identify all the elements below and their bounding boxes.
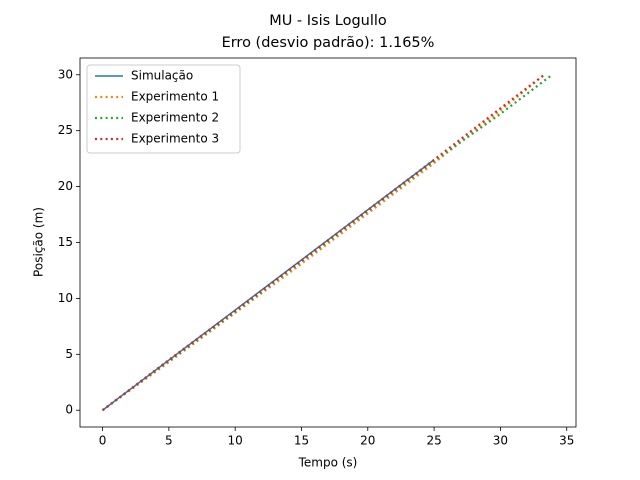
x-tick-label: 35 [559, 434, 574, 448]
legend-label: Experimento 3 [131, 132, 219, 146]
x-tick-label: 25 [426, 434, 441, 448]
legend: Simulação Experimento 1 Experimento 2 Exper… [86, 64, 241, 154]
chart-title: MU - Isis Logullo [269, 13, 387, 29]
x-tick-label: 10 [228, 434, 243, 448]
y-tick-label: 30 [58, 67, 73, 81]
y-tick-label: 10 [58, 291, 73, 305]
chart-subtitle: Erro (desvio padrão): 1.165% [222, 35, 435, 51]
x-tick-label: 0 [99, 434, 107, 448]
y-tick-label: 20 [58, 179, 73, 193]
y-tick-label: 5 [65, 347, 73, 361]
legend-label: Experimento 2 [131, 111, 219, 125]
y-tick-label: 25 [58, 123, 73, 137]
x-tick-label: 15 [294, 434, 309, 448]
y-axis-label: Posição (m) [32, 207, 46, 277]
x-tick-label: 20 [360, 434, 375, 448]
y-tick-label: 0 [65, 403, 73, 417]
legend-label: Experimento 1 [131, 90, 219, 104]
legend-label: Simulação [131, 69, 193, 83]
plot-frame [79, 57, 577, 428]
x-axis-label: Tempo (s) [298, 456, 358, 470]
x-tick-label: 30 [493, 434, 508, 448]
legend-box [86, 64, 241, 154]
data-line [101, 73, 545, 412]
x-tick-label: 5 [165, 434, 173, 448]
y-tick-label: 15 [58, 235, 73, 249]
